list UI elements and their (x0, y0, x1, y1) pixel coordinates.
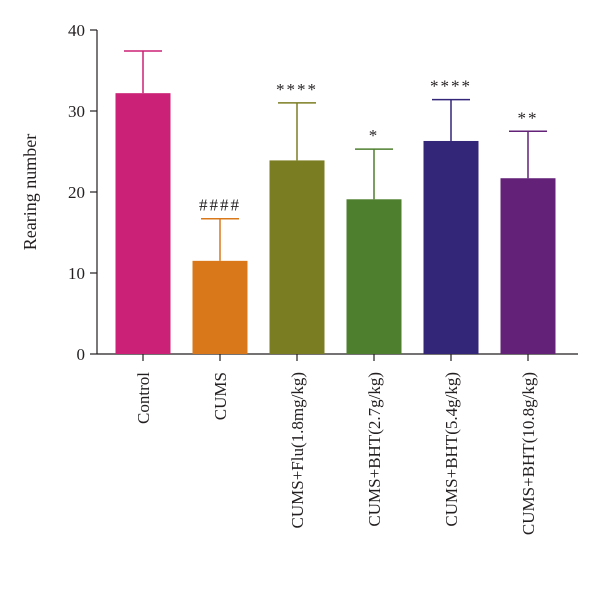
y-tick-label: 30 (68, 102, 85, 121)
bars-group (115, 93, 556, 355)
bar (192, 260, 248, 354)
bar (500, 178, 556, 354)
y-tick-label: 40 (68, 21, 85, 40)
y-tick-label: 20 (68, 183, 85, 202)
category-label: Control (134, 372, 153, 424)
category-label: CUMS+BHT(2.7g/kg) (365, 372, 384, 527)
error-bars-group (124, 50, 547, 261)
significance-label: **** (276, 80, 318, 99)
bar (115, 93, 171, 355)
significance-label: * (369, 126, 380, 145)
significance-label: #### (199, 196, 241, 215)
category-labels-group: Control CUMS CUMS+Flu(1.8mg/kg) CUMS+BHT(2.… (134, 372, 538, 535)
bar (269, 160, 325, 354)
category-label: CUMS+BHT(5.4g/kg) (442, 372, 461, 527)
significance-label: ** (518, 108, 539, 127)
y-axis: 0 10 20 30 40 (68, 21, 98, 364)
y-tick-label: 10 (68, 264, 85, 283)
y-tick-label: 0 (77, 345, 86, 364)
category-label: CUMS (211, 372, 230, 420)
category-label: CUMS+Flu(1.8mg/kg) (288, 372, 307, 528)
bar (346, 199, 402, 354)
x-axis (97, 353, 578, 361)
significance-label: **** (430, 77, 472, 96)
annotations-group: ####*********** (199, 77, 539, 215)
category-label: CUMS+BHT(10.8g/kg) (519, 372, 538, 535)
y-axis-title: Rearing number (20, 134, 40, 250)
bar (423, 140, 479, 354)
